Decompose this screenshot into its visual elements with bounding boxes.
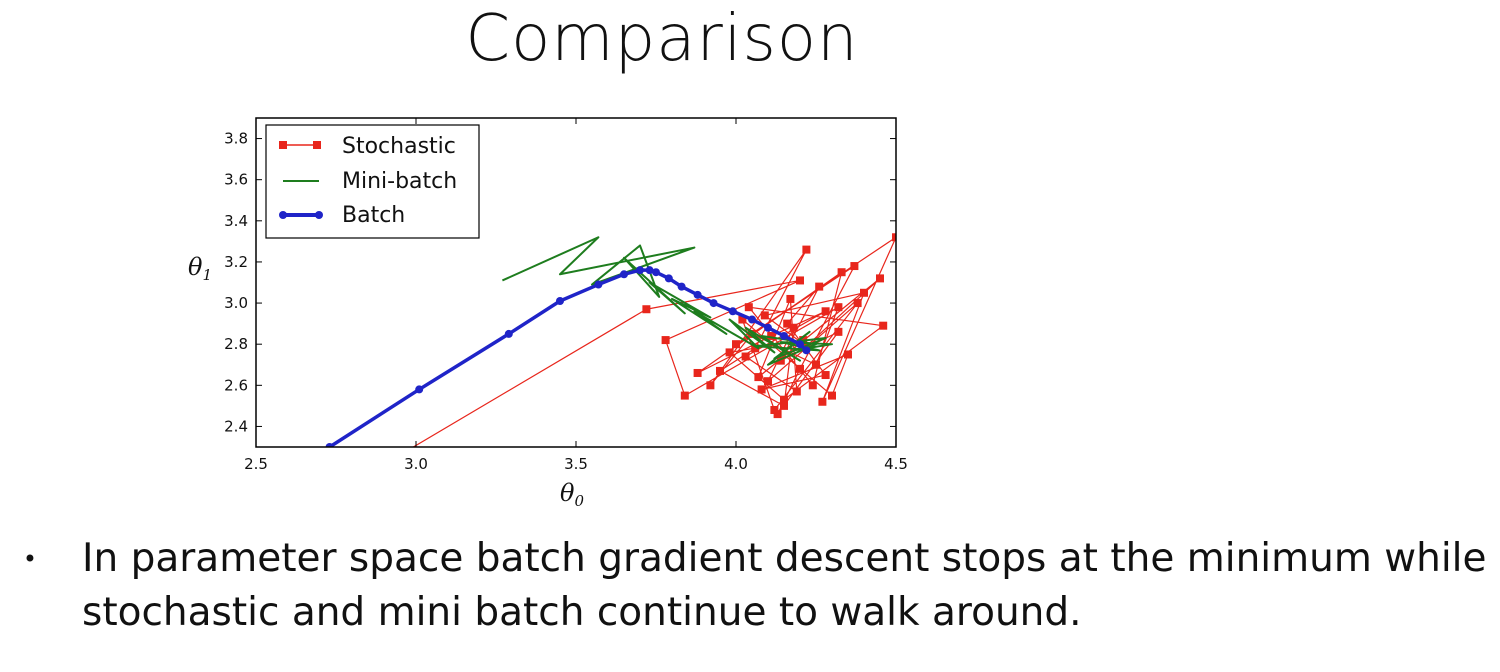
comparison-chart: 2.5 3.0 3.5 4.0 4.52.42.62.83.03.23.43.63.8 …: [188, 117, 908, 510]
y-tick-label: 3.2: [224, 253, 248, 271]
point-batch: [780, 331, 788, 340]
legend-marker-stochastic: [279, 141, 287, 149]
point-stochastic: [744, 303, 753, 312]
bullet-item: • In parameter space batch gradient desc…: [20, 532, 1490, 640]
y-axis-label: θ1: [188, 253, 212, 284]
legend-label-mini-batch: Mini-batch: [342, 169, 457, 194]
point-stochastic: [780, 401, 788, 410]
point-stochastic: [661, 336, 670, 345]
point-stochastic: [860, 288, 868, 297]
point-stochastic: [876, 274, 884, 283]
point-batch: [796, 340, 804, 349]
point-stochastic: [764, 377, 772, 386]
legend-label-stochastic: Stochastic: [342, 134, 456, 159]
point-batch: [664, 274, 673, 283]
legend-marker-stochastic-end: [313, 141, 321, 149]
slide-title: Comparison: [465, 2, 859, 76]
bullet-list: • In parameter space batch gradient desc…: [20, 532, 1490, 640]
point-stochastic: [802, 245, 811, 254]
x-tick-label: 3.0: [404, 455, 428, 473]
point-stochastic: [892, 233, 896, 242]
x-tick-label: 2.5: [244, 455, 268, 473]
point-stochastic: [812, 360, 820, 369]
point-stochastic: [837, 268, 846, 277]
point-stochastic: [786, 294, 795, 303]
point-batch: [693, 290, 702, 299]
point-batch: [748, 315, 756, 324]
point-batch: [504, 329, 513, 338]
point-stochastic: [789, 323, 798, 332]
x-tick-label: 4.0: [724, 455, 748, 473]
point-stochastic: [725, 348, 734, 357]
point-stochastic: [821, 371, 830, 380]
point-stochastic: [792, 387, 801, 396]
point-batch: [556, 297, 564, 306]
y-tick-label: 2.4: [224, 417, 248, 435]
y-tick-label: 3.4: [224, 212, 248, 230]
x-tick-label: 3.5: [564, 455, 588, 473]
point-stochastic: [808, 381, 817, 390]
point-stochastic: [716, 366, 724, 375]
point-batch: [636, 266, 644, 275]
point-stochastic: [773, 410, 782, 419]
point-batch: [594, 280, 603, 289]
series-line-mini-batch: [501, 236, 833, 366]
legend-marker-batch-end: [315, 211, 323, 219]
point-batch: [620, 270, 628, 279]
point-stochastic: [834, 327, 843, 336]
y-tick-label: 2.6: [224, 376, 248, 394]
point-stochastic: [844, 350, 852, 359]
point-stochastic: [757, 385, 766, 394]
point-stochastic: [738, 315, 747, 324]
point-stochastic: [828, 391, 836, 400]
point-stochastic: [834, 303, 843, 312]
legend-marker-batch: [279, 211, 287, 219]
point-stochastic: [815, 282, 824, 291]
bullet-text: In parameter space batch gradient descen…: [82, 536, 1487, 635]
point-batch: [415, 385, 424, 394]
point-batch: [802, 346, 811, 355]
point-stochastic: [776, 356, 785, 365]
point-stochastic: [770, 405, 779, 414]
point-batch: [652, 268, 660, 277]
point-batch: [728, 307, 737, 316]
point-stochastic: [818, 397, 827, 406]
point-stochastic: [322, 494, 330, 502]
point-stochastic: [693, 368, 702, 377]
point-batch: [677, 282, 686, 291]
point-stochastic: [796, 364, 804, 373]
legend: Stochastic Mini-batch Batch: [265, 124, 480, 239]
y-tick-label: 2.8: [224, 335, 248, 353]
point-batch: [325, 443, 334, 447]
point-stochastic: [760, 311, 769, 320]
bullet-dot: •: [22, 545, 38, 573]
point-batch: [645, 266, 654, 275]
legend-label-batch: Batch: [342, 203, 405, 228]
point-stochastic: [642, 305, 651, 314]
point-stochastic: [706, 381, 715, 390]
point-stochastic: [796, 276, 804, 285]
point-stochastic: [853, 299, 862, 308]
point-stochastic: [741, 352, 750, 361]
point-stochastic: [879, 321, 888, 330]
point-stochastic: [767, 331, 776, 340]
point-stochastic: [821, 307, 830, 316]
point-stochastic: [680, 391, 689, 400]
point-stochastic: [850, 262, 859, 271]
y-tick-label: 3.6: [224, 171, 248, 189]
x-tick-label: 4.5: [884, 455, 908, 473]
y-tick-label: 3.8: [224, 130, 248, 148]
y-tick-label: 3.0: [224, 294, 248, 312]
point-batch: [764, 323, 772, 332]
point-stochastic: [754, 373, 763, 382]
x-axis-label: θ0: [560, 479, 584, 510]
point-stochastic: [751, 344, 760, 353]
point-stochastic: [780, 395, 788, 404]
point-stochastic: [783, 319, 792, 328]
point-stochastic: [732, 340, 740, 349]
point-batch: [709, 299, 718, 308]
